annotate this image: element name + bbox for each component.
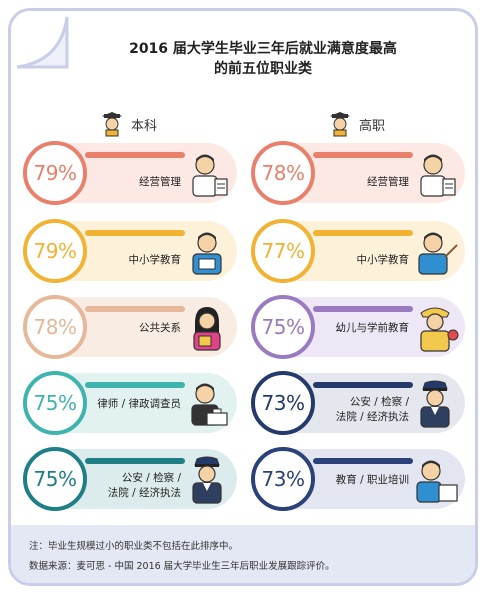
percent-ring: 77%	[251, 219, 315, 283]
bachelor-row-4: 75% 律师 / 律政调查员	[23, 371, 237, 435]
percent-value: 77%	[261, 239, 305, 263]
occupation-label: 中小学教育	[356, 254, 410, 266]
title-line-1: 2016 届大学生毕业三年后就业满意度最高	[129, 41, 397, 57]
percent-bar	[85, 152, 185, 158]
teacher-icon	[192, 232, 222, 275]
percent-ring: 73%	[251, 371, 315, 435]
percent-bar	[313, 152, 413, 158]
police-icon	[192, 456, 222, 504]
occupation-label-line-2: 法院 / 经济执法	[335, 411, 409, 423]
percent-ring: 78%	[251, 141, 315, 205]
percent-value: 73%	[261, 391, 305, 415]
occupation-label: 经营管理	[367, 176, 409, 188]
manager-icon	[192, 154, 228, 197]
percent-bar	[85, 230, 185, 236]
percent-value: 78%	[33, 315, 77, 339]
occupation-label-line-1: 公安 / 检察 /	[349, 396, 409, 408]
occupation-label: 中小学教育	[128, 254, 182, 266]
occupation-label: 公安 / 检察 / 法院 / 经济执法	[336, 395, 409, 425]
graduate-cap-icon	[330, 112, 350, 137]
graduate-cap-icon	[102, 112, 122, 137]
percent-value: 75%	[33, 391, 77, 415]
teacher-icon	[418, 232, 458, 275]
occupation-label: 幼儿与学前教育	[335, 322, 410, 334]
percent-value: 75%	[33, 467, 77, 491]
column-label-bachelor: 本科	[131, 118, 158, 134]
bachelor-row-1: 79% 经营管理	[23, 141, 237, 205]
footer-source: 数据来源：麦可思 - 中国 2016 届大学毕业生三年后职业发展跟踪评价。	[29, 561, 335, 572]
percent-value: 75%	[261, 315, 305, 339]
bachelor-row-5: 75% 公安 / 检察 / 法院 / 经济执法	[23, 447, 237, 511]
percent-bar	[313, 458, 413, 464]
percent-ring: 75%	[251, 295, 315, 359]
occupation-label: 律师 / 律政调查员	[97, 398, 181, 410]
vocational-row-1: 78% 经营管理	[251, 141, 465, 205]
percent-ring: 75%	[23, 447, 87, 511]
percent-value: 78%	[261, 161, 305, 185]
trainer-icon	[416, 460, 458, 503]
percent-ring: 75%	[23, 371, 87, 435]
percent-bar	[313, 306, 413, 312]
percent-bar	[85, 382, 185, 388]
percent-bar	[313, 230, 413, 236]
percent-value: 79%	[33, 161, 77, 185]
lawyer-icon	[191, 383, 228, 426]
occupation-label: 经营管理	[139, 176, 181, 188]
percent-ring: 78%	[23, 295, 87, 359]
percent-value: 79%	[33, 239, 77, 263]
infographic-card: 2016 届大学生毕业三年后就业满意度最高 的前五位职业类 本科 高职 79% …	[8, 8, 478, 586]
pr-icon	[193, 307, 221, 351]
vocational-row-4: 73% 公安 / 检察 / 法院 / 经济执法	[251, 371, 465, 435]
column-label-vocational: 高职	[359, 118, 386, 134]
manager-icon	[420, 154, 456, 197]
vocational-row-5: 73% 教育 / 职业培训	[251, 447, 465, 511]
vocational-row-2: 77% 中小学教育	[251, 219, 465, 283]
bachelor-row-3: 78% 公共关系	[23, 295, 237, 359]
occupation-label: 公安 / 检察 / 法院 / 经济执法	[108, 471, 181, 501]
percent-value: 73%	[261, 467, 305, 491]
occupation-label-line-2: 法院 / 经济执法	[107, 487, 181, 499]
vocational-row-3: 75% 幼儿与学前教育	[251, 295, 465, 359]
occupation-label: 教育 / 职业培训	[335, 474, 409, 486]
bachelor-row-2: 79% 中小学教育	[23, 219, 237, 283]
footer-note: 注：毕业生规模过小的职业类不包括在此排序中。	[29, 541, 239, 552]
title-line-2: 的前五位职业类	[214, 61, 312, 77]
percent-ring: 79%	[23, 141, 87, 205]
column-head-vocational: 高职	[329, 111, 385, 137]
percent-bar	[85, 306, 185, 312]
column-head-bachelor: 本科	[101, 111, 157, 137]
footer-notes: 注：毕业生规模过小的职业类不包括在此排序中。 数据来源：麦可思 - 中国 201…	[11, 525, 475, 583]
occupation-label-line-1: 公安 / 检察 /	[121, 472, 181, 484]
percent-ring: 79%	[23, 219, 87, 283]
percent-bar	[313, 382, 413, 388]
page-title: 2016 届大学生毕业三年后就业满意度最高 的前五位职业类	[71, 39, 455, 79]
kindergarten-teacher-icon	[420, 307, 459, 352]
police-icon	[420, 380, 450, 428]
percent-ring: 73%	[251, 447, 315, 511]
folded-corner-icon	[11, 11, 69, 69]
percent-bar	[85, 458, 185, 464]
occupation-label: 公共关系	[139, 322, 181, 334]
